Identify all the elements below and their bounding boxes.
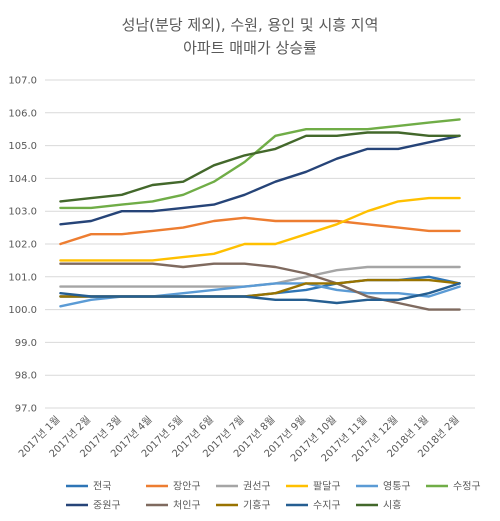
legend-label: 처인구 (173, 500, 201, 512)
y-tick-label: 105.0 (8, 141, 37, 152)
series-line-9 (59, 282, 461, 305)
y-axis-ticks: 97.0 98.0 99.0 100.0 101.0 102.0 103.0 104.0 105… (8, 76, 37, 415)
y-tick-label: 97.0 (15, 404, 37, 415)
y-tick-label: 99.0 (15, 338, 37, 349)
chart-title: 성남(분당 제외), 수원, 용인 및 시흥 지역 (122, 16, 379, 34)
legend-label: 중원구 (93, 500, 121, 512)
y-tick-label: 100.0 (8, 305, 37, 316)
series-line-6 (59, 134, 461, 226)
legend-label: 수정구 (453, 481, 481, 493)
legend-label: 시흥 (383, 499, 401, 512)
series-line-1 (59, 216, 461, 246)
y-tick-label: 102.0 (8, 240, 37, 251)
legend-label: 전국 (93, 481, 111, 493)
legend-label: 기흥구 (243, 499, 271, 512)
series-line-7 (59, 262, 461, 311)
chart-subtitle: 아파트 매매가 상승률 (183, 39, 317, 57)
series-line-10 (59, 131, 461, 203)
legend-label: 수지구 (313, 500, 341, 512)
legend-label: 권선구 (243, 481, 271, 493)
series-line-5 (59, 118, 461, 210)
series-line-3 (59, 196, 461, 262)
legend-label: 장안구 (173, 481, 201, 493)
legend-label: 영통구 (383, 481, 411, 493)
legend-label: 팔달구 (313, 481, 341, 493)
y-tick-label: 101.0 (8, 272, 37, 283)
y-tick-label: 106.0 (8, 108, 37, 119)
y-tick-label: 104.0 (8, 174, 37, 185)
y-tick-label: 107.0 (8, 76, 37, 87)
series-lines (59, 118, 461, 311)
y-tick-label: 98.0 (15, 371, 37, 382)
y-tick-label: 103.0 (8, 207, 37, 218)
